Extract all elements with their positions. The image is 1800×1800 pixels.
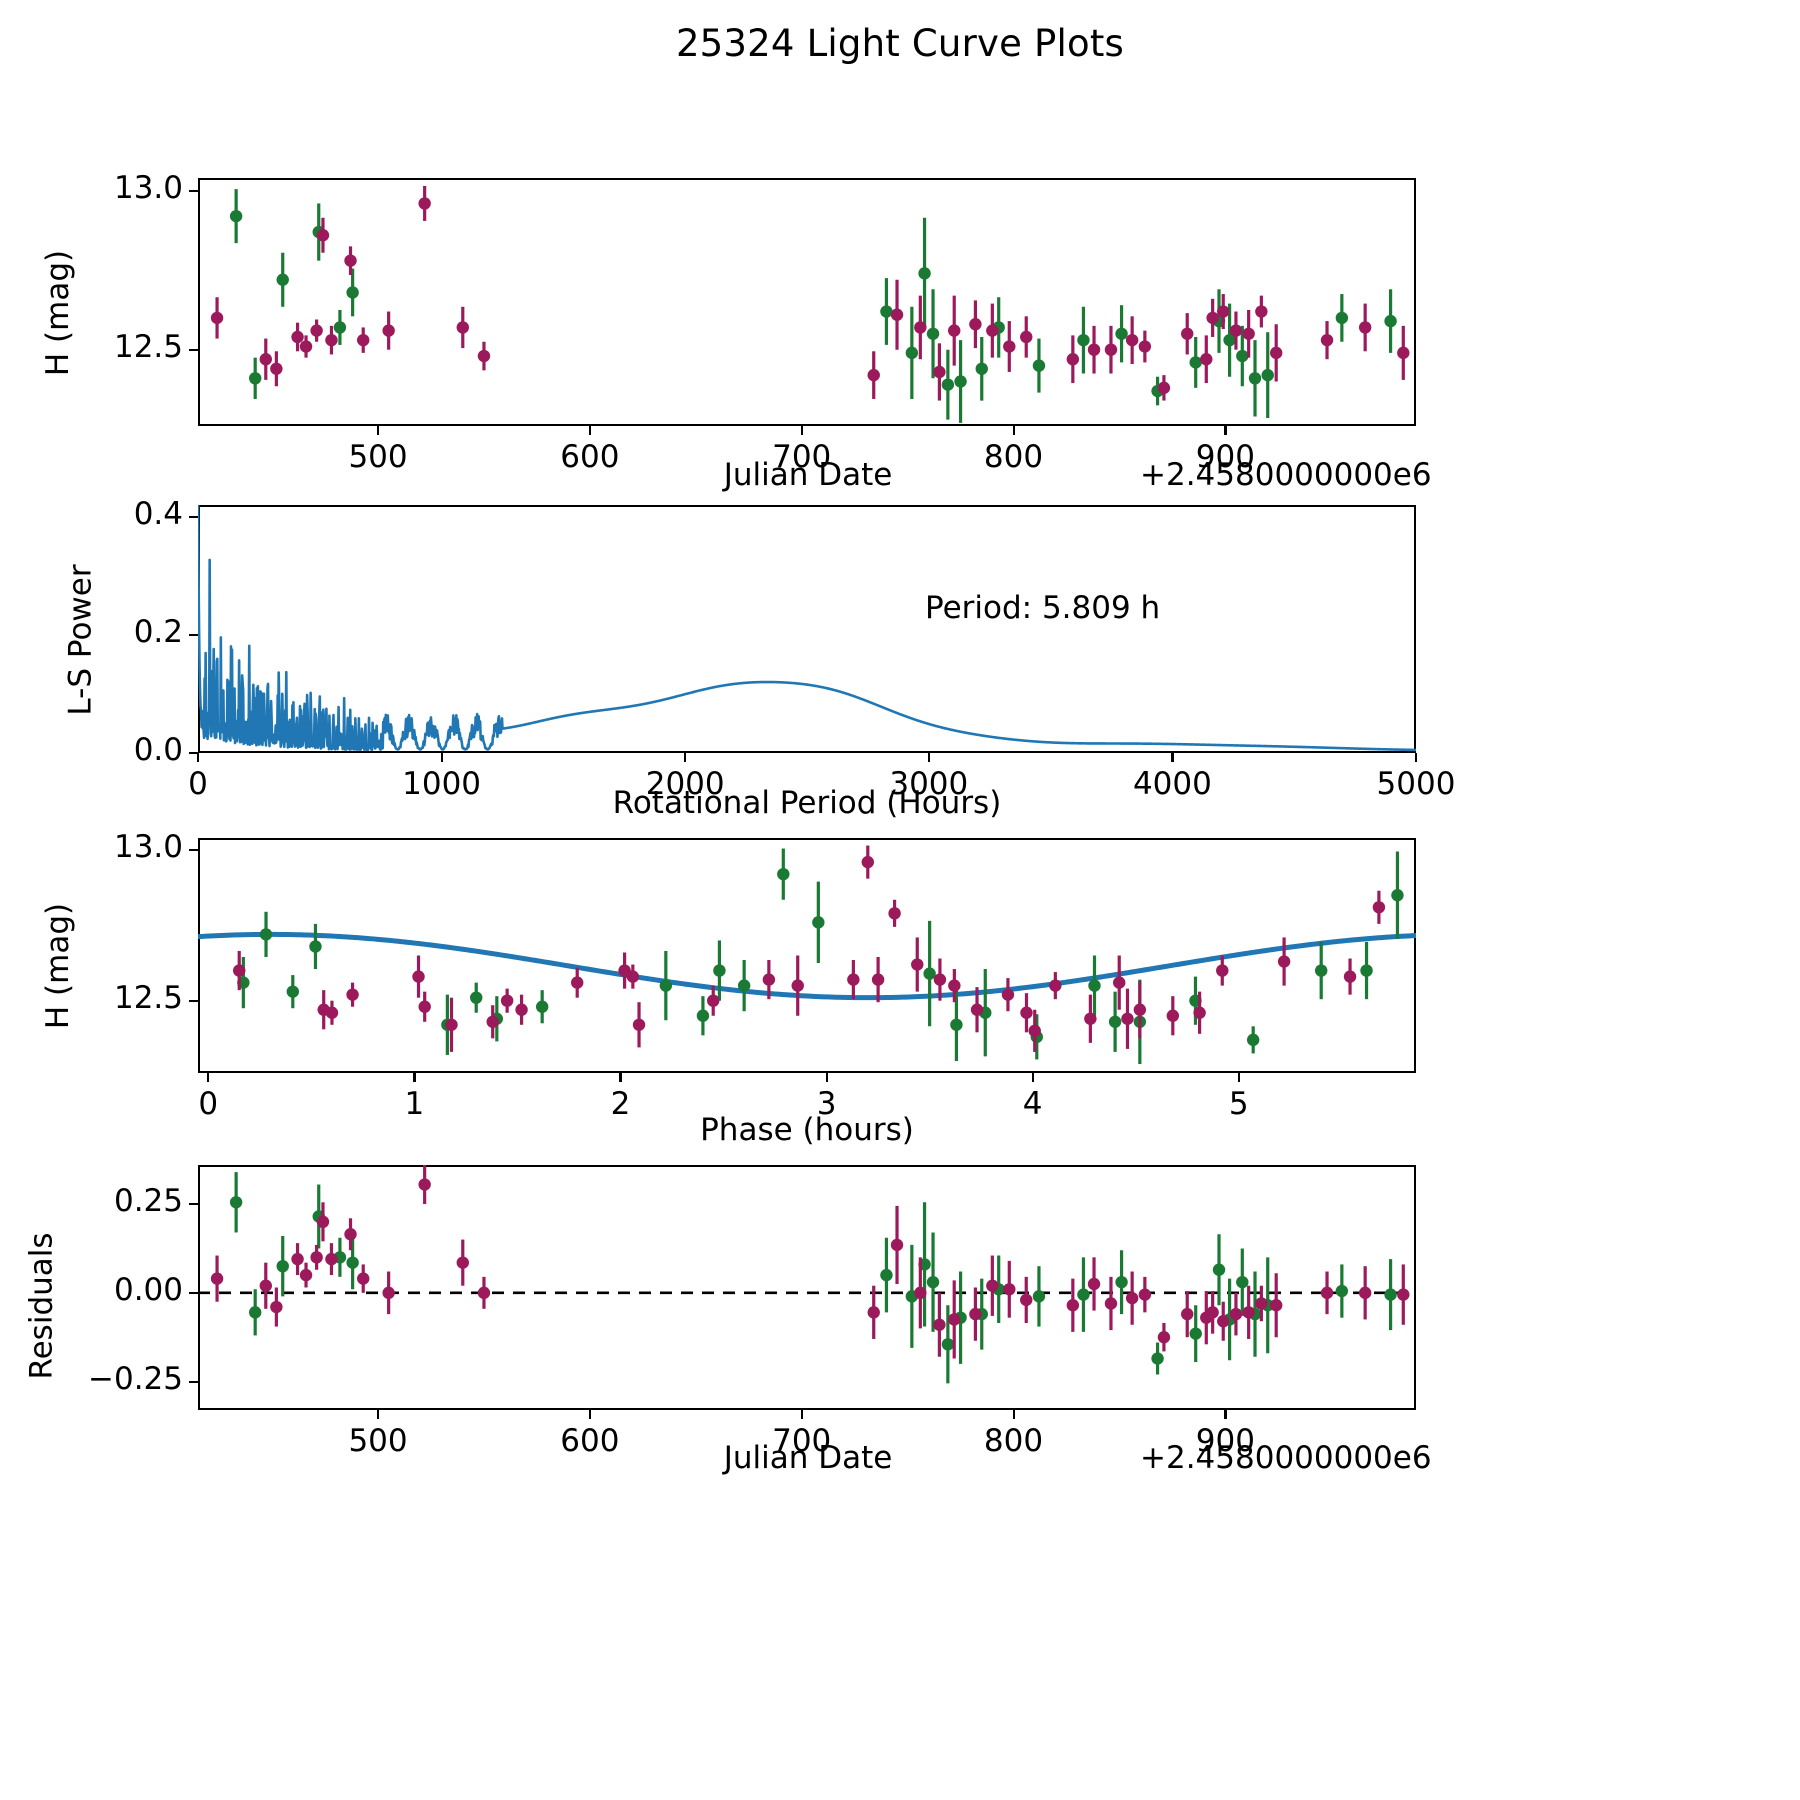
periodogram-ytick-mark (189, 752, 198, 755)
periodogram-xtick-label: 2000 (645, 766, 725, 802)
lightcurve-plot (210, 185, 1410, 423)
periodogram-xtick-mark (1415, 753, 1418, 762)
residuals-x-offset: +2.4580000000e6 (1140, 1440, 1432, 1476)
lightcurve-xtick-label: 900 (1195, 439, 1255, 475)
panel-lightcurve (198, 178, 1416, 426)
residuals-xtick-label: 600 (560, 1423, 620, 1459)
phased-ytick-mark (189, 849, 198, 852)
periodogram-axes-frame (198, 505, 1416, 753)
residuals-xtick-label: 700 (772, 1423, 832, 1459)
phased-xtick-mark (825, 1073, 828, 1082)
lightcurve-x-offset: +2.4580000000e6 (1140, 457, 1432, 493)
periodogram-ytick-label: 0.2 (133, 613, 183, 650)
residuals-ytick-mark (189, 1203, 198, 1206)
residuals-xtick-label: 500 (348, 1423, 408, 1459)
period-annotation: Period: 5.809 h (925, 590, 1161, 626)
phased-xtick-label: 1 (404, 1086, 425, 1122)
lightcurve-xtick-mark (1224, 426, 1227, 435)
phased-xtick-mark (1031, 1073, 1034, 1082)
lightcurve-xtick-label: 700 (772, 439, 832, 475)
phased-xtick-label: 5 (1228, 1086, 1249, 1122)
lightcurve-ytick-label: 12.5 (113, 328, 183, 365)
phased-ytick-label: 13.0 (113, 829, 183, 866)
lightcurve-ytick-mark (189, 189, 198, 192)
periodogram-xtick-label: 1000 (402, 766, 482, 802)
lightcurve-ytick-mark (189, 348, 198, 351)
periodogram-xtick-mark (197, 753, 200, 762)
residuals-ytick-label: 0.00 (113, 1271, 183, 1308)
phased-xtick-label: 2 (610, 1086, 631, 1122)
phased-xtick-mark (619, 1073, 622, 1082)
page-title: 25324 Light Curve Plots (675, 22, 1125, 65)
lightcurve-xtick-mark (588, 426, 592, 435)
residuals-xtick-mark (1012, 1410, 1015, 1419)
residuals-xtick-mark (588, 1410, 592, 1419)
phased-xtick-label: 0 (198, 1086, 219, 1122)
residuals-plot (198, 1165, 1416, 1384)
residuals-xtick-mark (377, 1410, 380, 1419)
phased-xtick-mark (1237, 1073, 1240, 1082)
panel-phased (198, 838, 1416, 1073)
periodogram-xtick-mark (1171, 753, 1174, 762)
phased-ytick-mark (189, 999, 198, 1002)
periodogram-xtick-mark (927, 753, 930, 762)
residuals-xtick-label: 800 (983, 1423, 1044, 1459)
lightcurve-xtick-mark (800, 426, 803, 435)
lightcurve-xlabel: Julian Date (723, 457, 893, 493)
phased-xlabel: Phase (hours) (700, 1112, 914, 1148)
phased-xtick-mark (413, 1073, 416, 1082)
periodogram-xtick-mark (684, 753, 687, 762)
periodogram-xtick-label: 5000 (1376, 766, 1456, 802)
residuals-ytick-label: −0.25 (88, 1360, 183, 1397)
periodogram-xtick-label: 3000 (889, 766, 969, 802)
lightcurve-xtick-mark (1012, 426, 1015, 435)
panel-residuals (198, 1165, 1416, 1410)
phased-xtick-label: 3 (816, 1086, 837, 1122)
residuals-axes-frame (198, 1165, 1416, 1410)
residuals-xtick-mark (800, 1410, 803, 1419)
lightcurve-ytick-label: 13.0 (113, 169, 183, 206)
periodogram-ytick-mark (189, 515, 198, 518)
phased-xtick-label: 4 (1022, 1086, 1043, 1122)
periodogram-ytick-label: 0.0 (133, 732, 183, 768)
lightcurve-xtick-label: 600 (560, 439, 620, 475)
periodogram-ytick-label: 0.4 (133, 495, 183, 532)
residuals-xtick-label: 900 (1195, 1423, 1255, 1459)
phased-axes-frame (198, 838, 1416, 1073)
residuals-xtick-mark (1224, 1410, 1227, 1419)
residuals-xlabel: Julian Date (723, 1440, 893, 1476)
periodogram-xtick-mark (440, 753, 443, 762)
lightcurve-xtick-label: 800 (983, 439, 1044, 475)
phased-xtick-mark (207, 1073, 210, 1082)
periodogram-xtick-label: 4000 (1132, 766, 1212, 802)
periodogram-xtick-label: 0 (188, 766, 208, 802)
periodogram-ytick-mark (189, 633, 198, 637)
periodogram-plot (198, 505, 1416, 752)
lightcurve-xtick-mark (377, 426, 380, 435)
residuals-ytick-mark (189, 1291, 198, 1294)
phased-ytick-label: 12.5 (113, 979, 183, 1016)
lightcurve-xtick-label: 500 (348, 439, 408, 475)
periodogram-xlabel: Rotational Period (Hours) (612, 785, 1002, 821)
panel-periodogram (198, 505, 1416, 753)
residuals-ytick-mark (189, 1380, 198, 1383)
residuals-ytick-label: 0.25 (113, 1183, 183, 1220)
phased-plot (198, 845, 1416, 1064)
